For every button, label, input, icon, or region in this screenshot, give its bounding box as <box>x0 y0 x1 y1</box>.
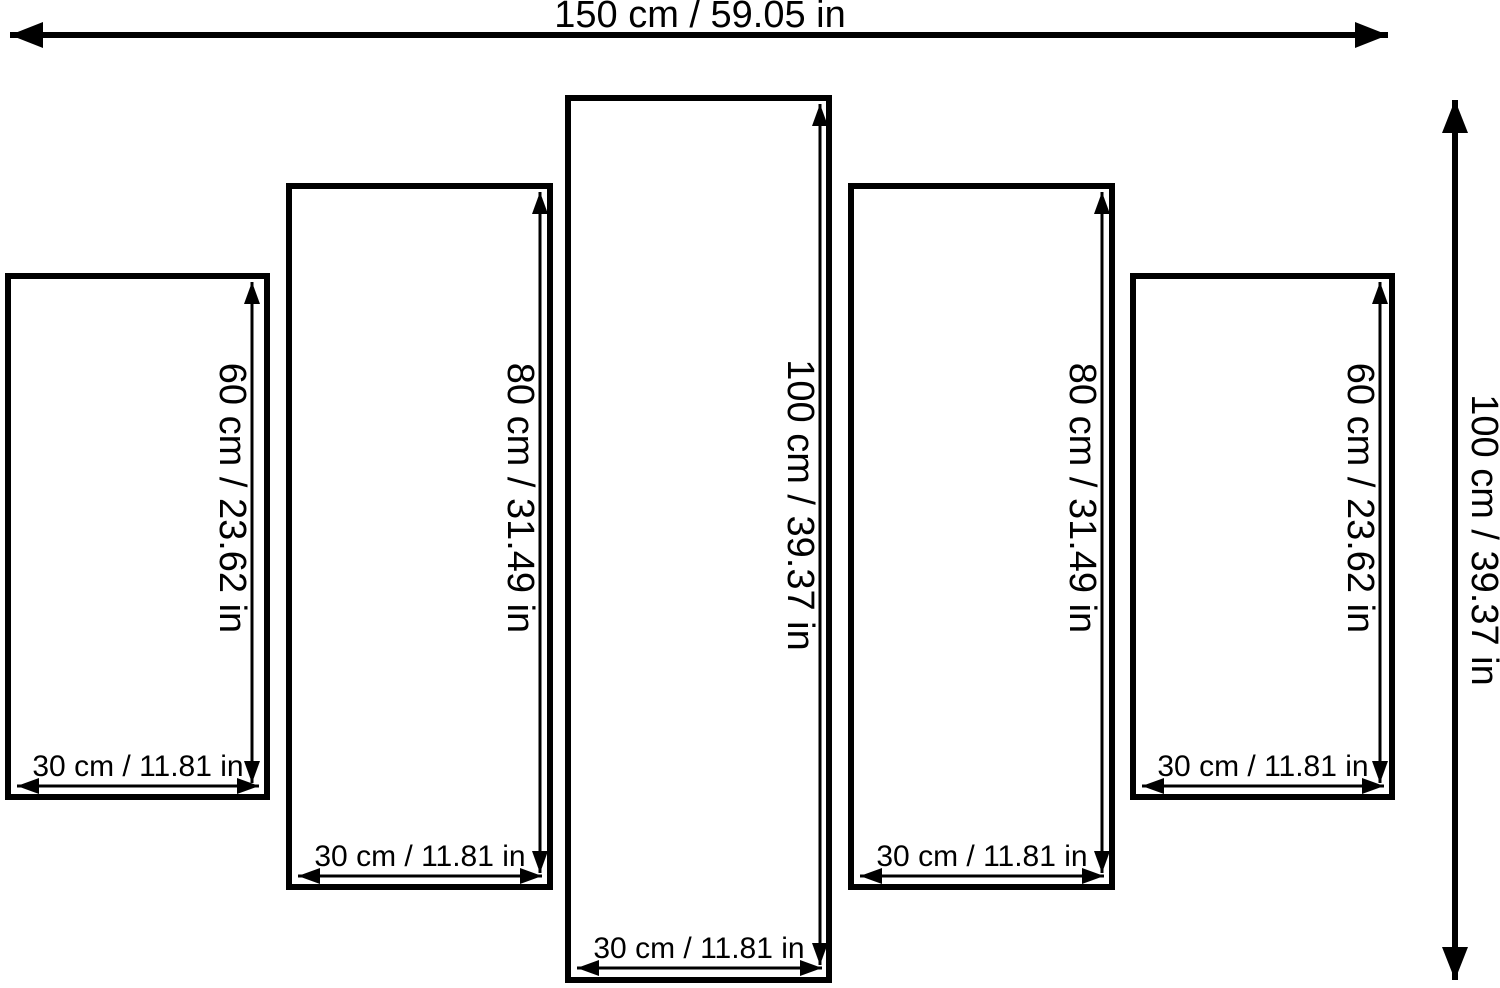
panel-5-height-label: 60 cm / 23.62 in <box>1339 363 1381 633</box>
overall-height-dimension: 100 cm / 39.37 in <box>1442 100 1500 980</box>
overall-width-dimension: 150 cm / 59.05 in <box>10 0 1388 48</box>
panel-1: 60 cm / 23.62 in 30 cm / 11.81 in <box>5 273 270 800</box>
panel-5-width-label: 30 cm / 11.81 in <box>1157 750 1368 783</box>
panel-1-height-label: 60 cm / 23.62 in <box>211 363 253 633</box>
panel-4: 80 cm / 31.49 in 30 cm / 11.81 in <box>848 183 1115 890</box>
panel-4-height-label: 80 cm / 31.49 in <box>1061 363 1103 633</box>
panel-3-height-label: 100 cm / 39.37 in <box>779 359 821 651</box>
panel-5-outline <box>1130 273 1395 800</box>
panel-4-outline <box>848 183 1115 890</box>
panel-2: 80 cm / 31.49 in 30 cm / 11.81 in <box>286 183 553 890</box>
panel-1-width-label: 30 cm / 11.81 in <box>32 750 243 783</box>
panel-2-outline <box>286 183 553 890</box>
overall-width-label: 150 cm / 59.05 in <box>554 0 846 36</box>
panel-2-height-label: 80 cm / 31.49 in <box>499 363 541 633</box>
panel-2-width-label: 30 cm / 11.81 in <box>314 840 525 873</box>
panel-3-outline <box>565 95 832 983</box>
panel-3-width-label: 30 cm / 11.81 in <box>593 932 804 965</box>
panel-1-outline <box>5 273 270 800</box>
panel-5: 60 cm / 23.62 in 30 cm / 11.81 in <box>1130 273 1395 800</box>
panel-3: 100 cm / 39.37 in 30 cm / 11.81 in <box>565 95 832 983</box>
overall-height-label: 100 cm / 39.37 in <box>1463 394 1500 686</box>
panel-4-width-label: 30 cm / 11.81 in <box>876 840 1087 873</box>
